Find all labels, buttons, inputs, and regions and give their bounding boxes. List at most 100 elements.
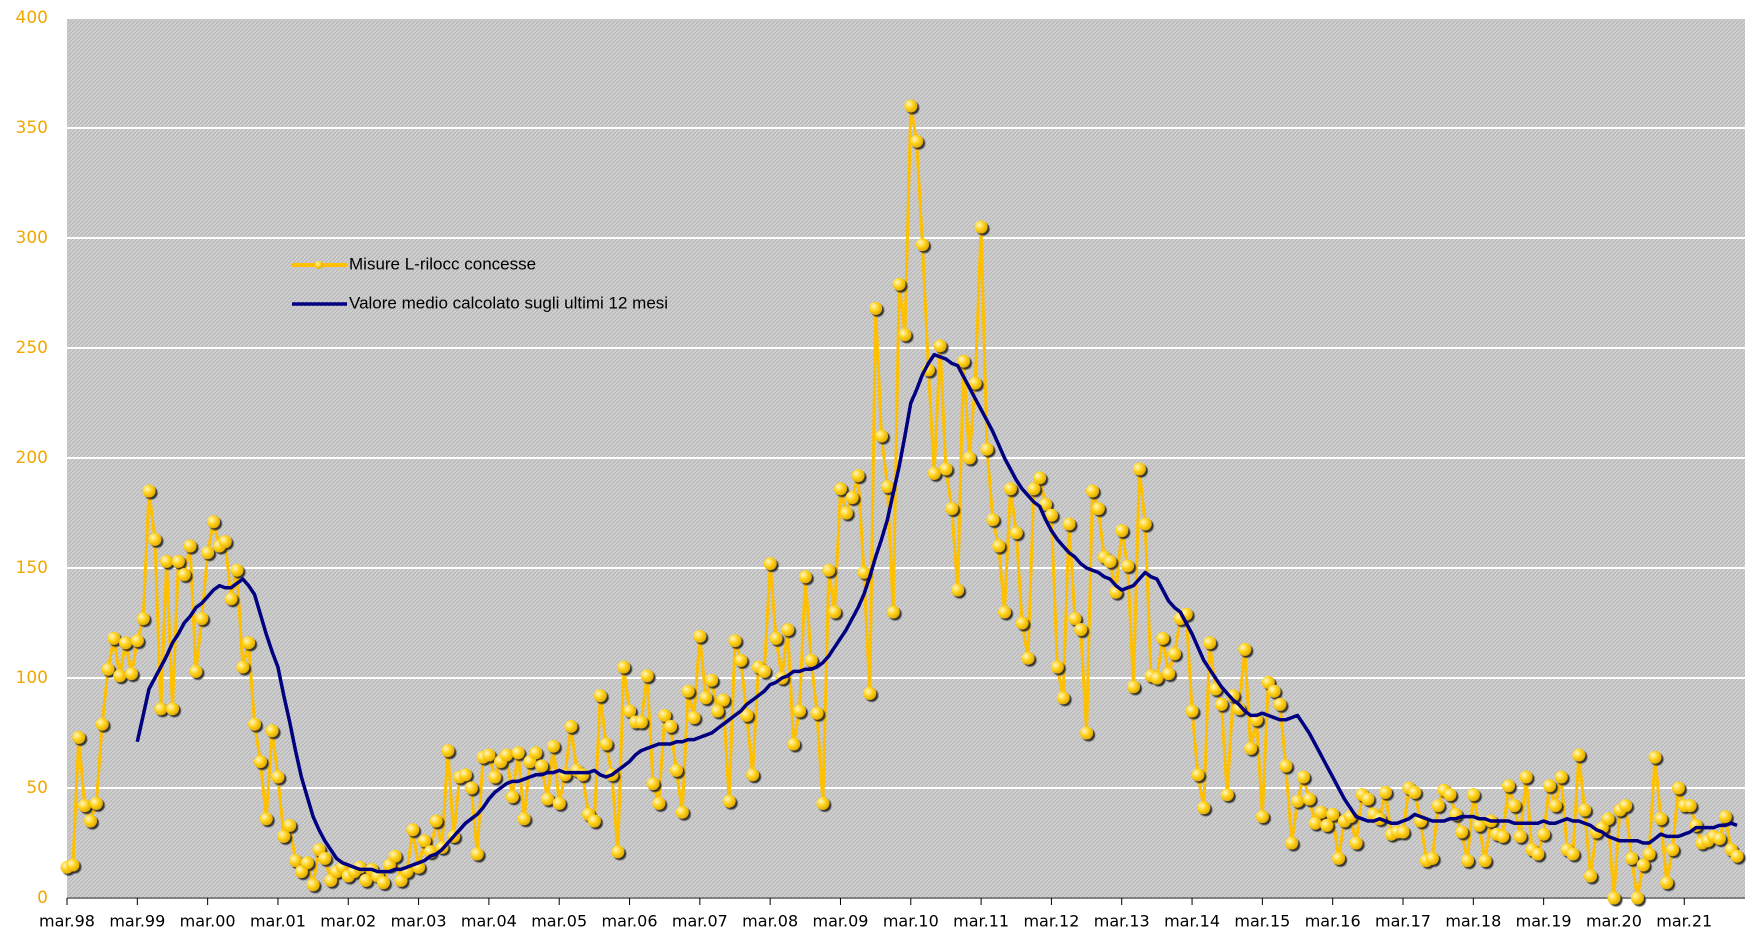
data-point	[535, 759, 549, 773]
data-point	[1478, 854, 1492, 868]
data-point	[1332, 851, 1346, 865]
data-point	[687, 711, 701, 725]
data-point	[710, 704, 724, 718]
y-tick-label: 300	[16, 228, 48, 248]
data-point	[283, 818, 297, 832]
data-point	[464, 781, 478, 795]
data-point	[892, 277, 906, 291]
data-point	[66, 858, 80, 872]
data-point	[1320, 818, 1334, 832]
data-point	[83, 814, 97, 828]
data-point	[927, 466, 941, 480]
data-point	[552, 796, 566, 810]
y-tick-label: 50	[26, 778, 48, 798]
data-point	[746, 768, 760, 782]
data-point	[787, 737, 801, 751]
y-tick-label: 250	[16, 338, 48, 358]
data-point	[664, 719, 678, 733]
data-point	[1507, 799, 1521, 813]
data-point	[716, 693, 730, 707]
data-point	[259, 812, 273, 826]
data-point	[119, 636, 133, 650]
data-point	[1648, 750, 1662, 764]
data-point	[810, 706, 824, 720]
data-point	[1039, 497, 1053, 511]
data-point	[130, 634, 144, 648]
x-tick-label: mar.08	[742, 912, 798, 931]
data-point	[1285, 836, 1299, 850]
data-point	[833, 482, 847, 496]
data-point	[587, 814, 601, 828]
data-point	[505, 790, 519, 804]
data-point	[230, 563, 244, 577]
data-point	[1431, 799, 1445, 813]
data-point	[910, 134, 924, 148]
x-tick-label: mar.99	[109, 912, 165, 931]
data-point	[851, 469, 865, 483]
data-point	[253, 755, 267, 769]
data-point	[148, 532, 162, 546]
data-point	[1636, 858, 1650, 872]
data-point	[933, 339, 947, 353]
data-point	[1548, 799, 1562, 813]
x-tick-label: mar.10	[883, 912, 939, 931]
x-tick-label: mar.04	[461, 912, 517, 931]
data-point	[863, 686, 877, 700]
data-point	[599, 737, 613, 751]
data-point	[1578, 803, 1592, 817]
data-point	[458, 768, 472, 782]
data-point	[1718, 810, 1732, 824]
data-point	[242, 636, 256, 650]
data-point	[1654, 812, 1668, 826]
data-point	[441, 744, 455, 758]
data-point	[1460, 854, 1474, 868]
data-point	[792, 704, 806, 718]
data-point	[1349, 836, 1363, 850]
x-tick-label: mar.05	[531, 912, 587, 931]
data-point	[1619, 799, 1633, 813]
data-point	[165, 702, 179, 716]
data-point	[1056, 691, 1070, 705]
data-point	[1068, 612, 1082, 626]
data-point	[1162, 667, 1176, 681]
data-point	[845, 491, 859, 505]
data-point	[699, 691, 713, 705]
data-point	[388, 849, 402, 863]
data-point	[177, 568, 191, 582]
data-point	[95, 717, 109, 731]
data-point	[271, 770, 285, 784]
data-point	[857, 565, 871, 579]
data-point	[1273, 697, 1287, 711]
data-point	[1138, 517, 1152, 531]
data-point	[1044, 508, 1058, 522]
data-point	[1185, 704, 1199, 718]
data-point	[1279, 759, 1293, 773]
x-tick-label: mar.17	[1375, 912, 1431, 931]
x-tick-label: mar.14	[1164, 912, 1220, 931]
data-point	[1455, 825, 1469, 839]
data-point	[658, 708, 672, 722]
data-point	[289, 854, 303, 868]
data-point	[1050, 660, 1064, 674]
data-point	[1542, 779, 1556, 793]
data-point	[1314, 805, 1328, 819]
data-point	[171, 554, 185, 568]
x-tick-label: mar.19	[1516, 912, 1572, 931]
data-point	[517, 812, 531, 826]
x-tick-label: mar.15	[1234, 912, 1290, 931]
x-tick-label: mar.09	[812, 912, 868, 931]
data-point	[734, 653, 748, 667]
data-point	[951, 583, 965, 597]
data-point	[1267, 684, 1281, 698]
y-tick-label: 350	[16, 118, 48, 138]
markers	[60, 99, 1744, 905]
data-point	[992, 539, 1006, 553]
data-point	[1203, 636, 1217, 650]
data-point	[781, 623, 795, 637]
data-point	[816, 796, 830, 810]
data-point	[945, 502, 959, 516]
data-point	[681, 684, 695, 698]
data-point	[529, 746, 543, 760]
data-point	[886, 605, 900, 619]
data-point	[804, 653, 818, 667]
